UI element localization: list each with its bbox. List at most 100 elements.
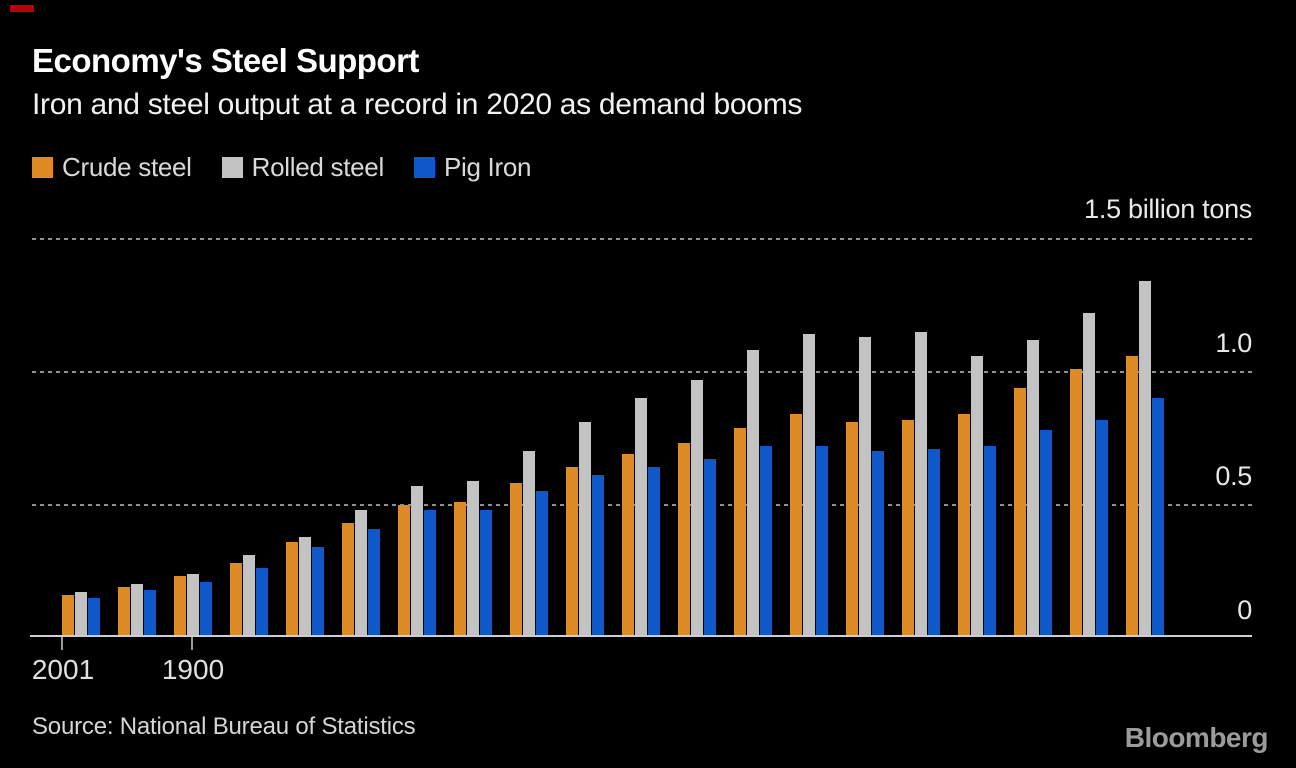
bar-pig-iron-2013 (760, 446, 772, 635)
bar-crude-steel-2016 (902, 420, 914, 635)
bar-crude-steel-2010 (566, 467, 578, 635)
bar-group-2004 (230, 555, 268, 635)
bar-pig-iron-2011 (648, 467, 660, 635)
bar-group-2009 (510, 451, 548, 635)
bloomberg-logo: Bloomberg (1124, 722, 1269, 753)
bar-pig-iron-2019 (1096, 420, 1108, 635)
bar-pig-iron-2015 (872, 451, 884, 635)
bar-crude-steel-2002 (118, 587, 130, 635)
pig-iron-swatch-icon (413, 157, 435, 178)
bar-group-2015 (846, 337, 884, 635)
bar-rolled-steel-2009 (523, 451, 535, 635)
chart-title: Economy's Steel Support (32, 42, 419, 79)
bar-rolled-steel-2006 (355, 510, 367, 635)
bar-rolled-steel-2003 (187, 574, 199, 635)
bar-group-2001 (62, 592, 100, 635)
bar-group-2012 (678, 380, 716, 635)
source-credit: Source: National Bureau of Statistics (32, 713, 416, 740)
bar-crude-steel-2007 (398, 505, 410, 635)
x-axis-tick-2001 (61, 637, 63, 650)
bar-crude-steel-2014 (790, 414, 802, 635)
bar-crude-steel-2005 (286, 542, 298, 635)
bar-group-2013 (734, 350, 772, 635)
bar-crude-steel-2003 (174, 576, 186, 635)
red-accent-bar (10, 5, 34, 12)
gridline-1-5 (32, 238, 1252, 240)
legend: Crude steel Rolled steel Pig Iron (32, 152, 531, 183)
bar-rolled-steel-2020 (1139, 281, 1151, 635)
bar-group-2007 (398, 486, 436, 635)
bar-group-2019 (1070, 313, 1108, 635)
bar-crude-steel-2020 (1126, 356, 1138, 635)
bar-pig-iron-2020 (1152, 398, 1164, 635)
bar-crude-steel-2013 (734, 428, 746, 635)
bar-rolled-steel-2013 (747, 350, 759, 635)
bar-crude-steel-2008 (454, 502, 466, 635)
bar-rolled-steel-2014 (803, 334, 815, 635)
bar-pig-iron-2001 (88, 598, 100, 635)
bar-rolled-steel-2005 (299, 537, 311, 635)
bar-rolled-steel-2007 (411, 486, 423, 635)
bar-group-2018 (1014, 340, 1052, 635)
bar-pig-iron-2009 (536, 491, 548, 635)
bar-rolled-steel-2016 (915, 332, 927, 635)
bar-group-2002 (118, 584, 156, 635)
bar-rolled-steel-2010 (579, 422, 591, 635)
y-axis-label-1-0: 1.0 (1215, 328, 1252, 358)
bar-pig-iron-2007 (424, 510, 436, 635)
plot-area: 1.5 billion tons 1.0 0.5 0 2001 1900 (30, 194, 1252, 685)
bar-crude-steel-2018 (1014, 388, 1026, 635)
bar-pig-iron-2017 (984, 446, 996, 635)
bar-crude-steel-2015 (846, 422, 858, 635)
bar-group-2017 (958, 356, 996, 635)
bar-crude-steel-2017 (958, 414, 970, 635)
bar-group-2008 (454, 481, 492, 635)
legend-item-crude-steel: Crude steel (32, 152, 192, 183)
bar-crude-steel-2012 (678, 443, 690, 635)
y-axis-label-0: 0 (1237, 595, 1252, 625)
x-axis-baseline (30, 635, 1252, 637)
bar-rolled-steel-2012 (691, 380, 703, 635)
legend-item-pig-iron: Pig Iron (413, 152, 531, 183)
bar-pig-iron-2012 (704, 459, 716, 635)
bar-crude-steel-2009 (510, 483, 522, 635)
gridline-1-0 (32, 371, 1252, 373)
bar-group-2010 (566, 422, 604, 635)
bar-rolled-steel-2011 (635, 398, 647, 635)
x-axis-label-1900: 1900 (161, 654, 225, 685)
bar-group-2016 (902, 332, 940, 635)
bar-rolled-steel-2017 (971, 356, 983, 635)
rolled-steel-swatch-icon (221, 157, 243, 178)
bar-crude-steel-2019 (1070, 369, 1082, 635)
bar-pig-iron-2008 (480, 510, 492, 635)
bar-pig-iron-2003 (200, 582, 212, 635)
bar-rolled-steel-2015 (859, 337, 871, 635)
bar-rolled-steel-2001 (75, 592, 87, 635)
bar-pig-iron-2016 (928, 449, 940, 635)
bar-rolled-steel-2004 (243, 555, 255, 635)
bar-group-2006 (342, 510, 380, 635)
y-axis-label-0-5: 0.5 (1215, 461, 1252, 491)
crude-steel-swatch-icon (32, 157, 53, 178)
chart-subtitle: Iron and steel output at a record in 202… (32, 88, 803, 121)
bar-group-2005 (286, 537, 324, 635)
bar-group-2011 (622, 398, 660, 635)
bar-pig-iron-2002 (144, 590, 156, 635)
bar-crude-steel-2006 (342, 523, 354, 635)
bar-pig-iron-2004 (256, 568, 268, 635)
bar-crude-steel-2001 (62, 595, 74, 635)
bar-crude-steel-2004 (230, 563, 242, 635)
bar-crude-steel-2011 (622, 454, 634, 635)
bar-pig-iron-2010 (592, 475, 604, 635)
x-axis-tick-1900 (191, 637, 193, 650)
bar-rolled-steel-2008 (467, 481, 479, 635)
bar-pig-iron-2005 (312, 547, 324, 635)
bar-rolled-steel-2018 (1027, 340, 1039, 635)
legend-label: Crude steel (62, 152, 192, 182)
bar-group-2003 (174, 574, 212, 635)
bar-pig-iron-2014 (816, 446, 828, 635)
bar-rolled-steel-2002 (131, 584, 143, 635)
bar-series-container (62, 281, 1164, 635)
bar-pig-iron-2006 (368, 529, 380, 635)
